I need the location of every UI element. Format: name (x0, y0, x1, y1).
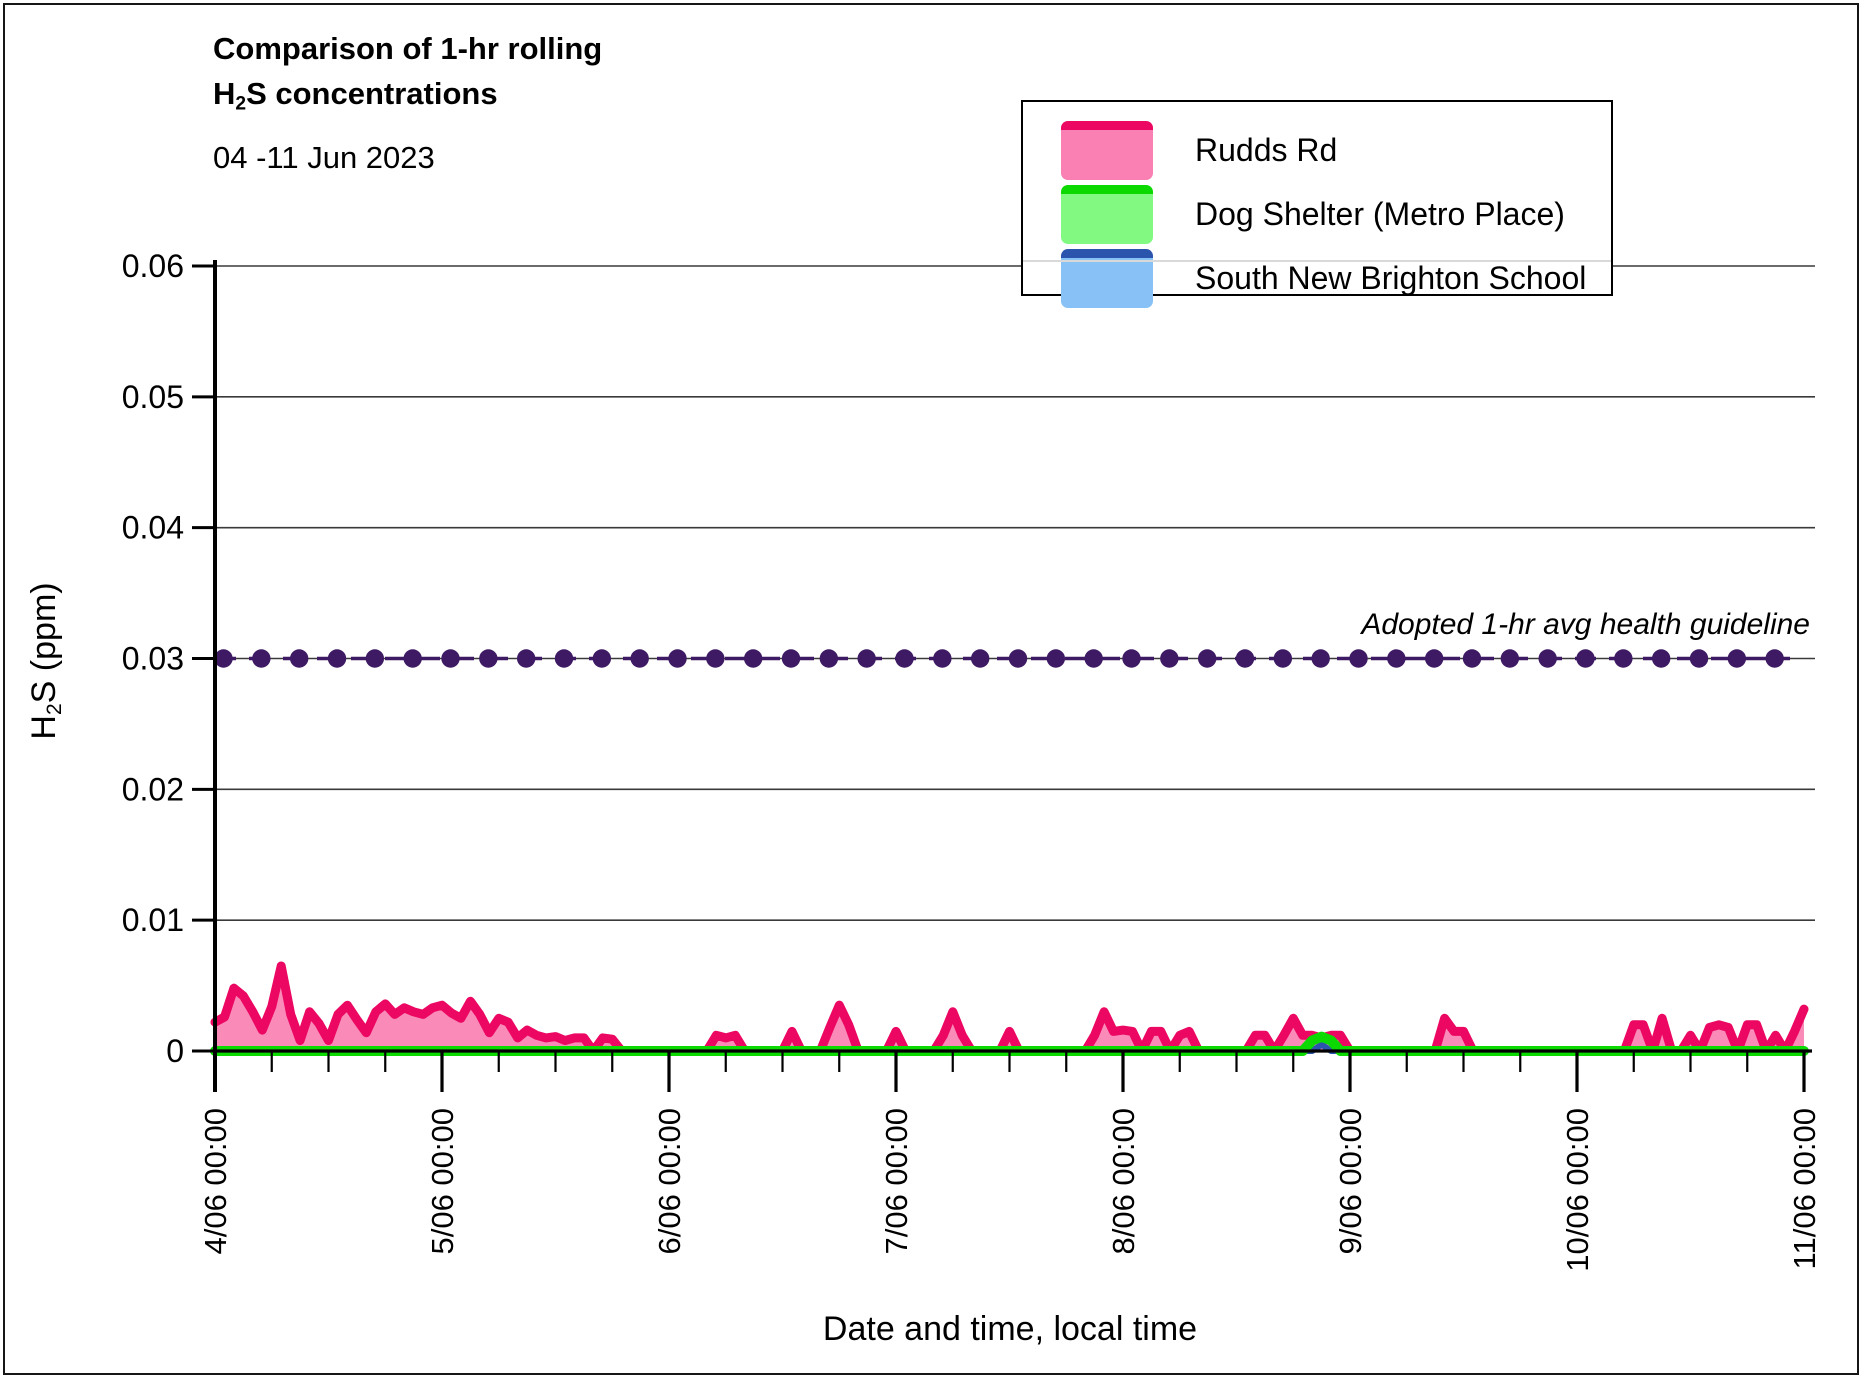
guideline-marker (1690, 649, 1708, 667)
guideline-marker (1009, 649, 1027, 667)
guideline-marker (1084, 649, 1102, 667)
guideline-marker (1576, 649, 1594, 667)
guideline-marker (1311, 649, 1329, 667)
guideline-marker (479, 649, 497, 667)
chart-page: 0 0.01 0.02 0.03 0.04 0.05 0.06 4/06 00:00 5/06 … (0, 0, 1862, 1378)
legend-swatch-south-new-brighton (1061, 249, 1153, 308)
guideline-marker (1047, 649, 1065, 667)
chart-title: Comparison of 1-hr rolling H2S concentra… (213, 26, 602, 126)
gridline-through-legend (1023, 260, 1611, 262)
guideline-marker (1614, 649, 1632, 667)
guideline-marker (1198, 649, 1216, 667)
legend-swatch-rudds-rd (1061, 121, 1153, 180)
guideline-marker (441, 649, 459, 667)
guideline-marker (1765, 649, 1783, 667)
guideline-marker (593, 649, 611, 667)
chart-title-line1: Comparison of 1-hr rolling (213, 26, 602, 71)
y-tick-label: 0.05 (122, 379, 184, 415)
legend-label: Rudds Rd (1195, 132, 1337, 169)
x-tick-label: 5/06 00:00 (425, 1108, 460, 1255)
guideline-marker (1425, 649, 1443, 667)
legend-label: Dog Shelter (Metro Place) (1195, 196, 1565, 233)
y-axis-title: H2S (ppm) (25, 551, 67, 771)
x-axis-title: Date and time, local time (510, 1310, 1510, 1349)
guideline-marker (857, 649, 875, 667)
x-tick-label: 11/06 00:00 (1787, 1108, 1822, 1269)
x-tick-label: 4/06 00:00 (198, 1108, 233, 1255)
legend-label: South New Brighton School (1195, 260, 1586, 297)
guideline-marker (706, 649, 724, 667)
legend: Rudds Rd Dog Shelter (Metro Place) South… (1021, 100, 1613, 296)
guideline-marker (744, 649, 762, 667)
guideline-marker (290, 649, 308, 667)
guideline-marker (668, 649, 686, 667)
legend-item-dog-shelter: Dog Shelter (Metro Place) (1061, 186, 1601, 242)
guideline-marker (1538, 649, 1556, 667)
guideline-marker (555, 649, 573, 667)
y-tick-label: 0 (166, 1033, 184, 1069)
guideline-marker (403, 649, 421, 667)
guideline-marker (1236, 649, 1254, 667)
guideline-marker (782, 649, 800, 667)
guideline-marker (1652, 649, 1670, 667)
guideline-marker (214, 649, 232, 667)
legend-item-south-new-brighton: South New Brighton School (1061, 250, 1601, 306)
legend-rows: Rudds Rd Dog Shelter (Metro Place) South… (1061, 122, 1601, 314)
guideline-marker (895, 649, 913, 667)
subscript-2: 2 (235, 93, 246, 114)
guideline-marker (1160, 649, 1178, 667)
guideline-marker (1501, 649, 1519, 667)
chart-subtitle: 04 -11 Jun 2023 (213, 140, 435, 176)
x-tick-label: 8/06 00:00 (1106, 1108, 1141, 1255)
guideline-marker (252, 649, 270, 667)
guideline-label: Adopted 1-hr avg health guideline (1000, 608, 1810, 642)
x-tick-label: 6/06 00:00 (652, 1108, 687, 1255)
y-tick-label: 0.02 (122, 771, 184, 807)
legend-swatch-dog-shelter (1061, 185, 1153, 244)
guideline-marker (1728, 649, 1746, 667)
subscript-2: 2 (43, 703, 66, 715)
guideline-marker (1387, 649, 1405, 667)
guideline-marker (820, 649, 838, 667)
x-tick-label: 7/06 00:00 (879, 1108, 914, 1255)
guideline-marker (1274, 649, 1292, 667)
y-tick-label: 0.06 (122, 248, 184, 284)
legend-item-rudds-rd: Rudds Rd (1061, 122, 1601, 178)
guideline-marker (1463, 649, 1481, 667)
chart-title-line2: H2S concentrations (213, 71, 602, 126)
x-tick-label: 9/06 00:00 (1333, 1108, 1368, 1255)
guideline-marker (971, 649, 989, 667)
y-tick-label: 0.01 (122, 902, 184, 938)
y-tick-label: 0.04 (122, 510, 184, 546)
guideline-marker (517, 649, 535, 667)
guideline-marker (1349, 649, 1367, 667)
guideline-marker (328, 649, 346, 667)
guideline-marker (630, 649, 648, 667)
x-tick-label: 10/06 00:00 (1560, 1108, 1595, 1272)
guideline-marker (366, 649, 384, 667)
guideline-marker (933, 649, 951, 667)
y-tick-label: 0.03 (122, 641, 184, 677)
guideline-marker (1122, 649, 1140, 667)
